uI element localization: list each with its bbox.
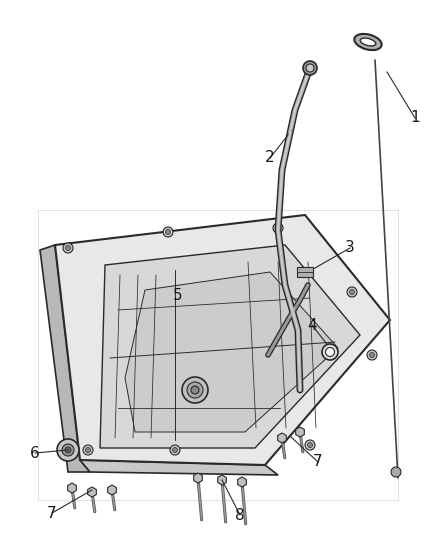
Text: 3: 3 bbox=[345, 240, 355, 255]
Polygon shape bbox=[55, 215, 390, 465]
Circle shape bbox=[83, 445, 93, 455]
Circle shape bbox=[307, 442, 312, 448]
Polygon shape bbox=[40, 245, 90, 472]
Ellipse shape bbox=[354, 34, 381, 50]
Circle shape bbox=[57, 439, 79, 461]
Circle shape bbox=[191, 386, 199, 394]
Circle shape bbox=[303, 61, 317, 75]
Text: 7: 7 bbox=[47, 505, 57, 521]
Text: 2: 2 bbox=[265, 150, 275, 166]
Circle shape bbox=[347, 287, 357, 297]
Text: 1: 1 bbox=[410, 110, 420, 125]
Circle shape bbox=[182, 377, 208, 403]
Circle shape bbox=[305, 440, 315, 450]
Circle shape bbox=[350, 289, 354, 295]
Circle shape bbox=[66, 246, 71, 251]
Polygon shape bbox=[67, 483, 76, 493]
Circle shape bbox=[65, 447, 71, 453]
Polygon shape bbox=[218, 475, 226, 485]
Circle shape bbox=[273, 223, 283, 233]
Polygon shape bbox=[125, 272, 338, 432]
Circle shape bbox=[62, 444, 74, 456]
Circle shape bbox=[166, 230, 170, 235]
Text: 8: 8 bbox=[235, 507, 245, 522]
Polygon shape bbox=[194, 473, 202, 483]
Polygon shape bbox=[108, 485, 117, 495]
Text: 5: 5 bbox=[173, 287, 183, 303]
Circle shape bbox=[322, 344, 338, 360]
Polygon shape bbox=[100, 245, 360, 448]
Circle shape bbox=[85, 448, 91, 453]
Circle shape bbox=[325, 348, 335, 357]
Circle shape bbox=[306, 64, 314, 72]
Circle shape bbox=[170, 445, 180, 455]
Text: 6: 6 bbox=[30, 446, 40, 461]
Circle shape bbox=[391, 467, 401, 477]
Circle shape bbox=[63, 243, 73, 253]
Polygon shape bbox=[80, 460, 278, 475]
Polygon shape bbox=[278, 433, 286, 443]
Circle shape bbox=[163, 227, 173, 237]
Ellipse shape bbox=[360, 38, 376, 46]
Circle shape bbox=[187, 382, 203, 398]
Polygon shape bbox=[88, 487, 96, 497]
Polygon shape bbox=[238, 477, 246, 487]
Polygon shape bbox=[297, 267, 313, 277]
Polygon shape bbox=[296, 427, 304, 437]
Text: 4: 4 bbox=[307, 318, 317, 333]
Text: 7: 7 bbox=[313, 455, 323, 470]
Circle shape bbox=[370, 352, 374, 358]
Circle shape bbox=[276, 225, 280, 230]
Circle shape bbox=[367, 350, 377, 360]
Circle shape bbox=[173, 448, 177, 453]
